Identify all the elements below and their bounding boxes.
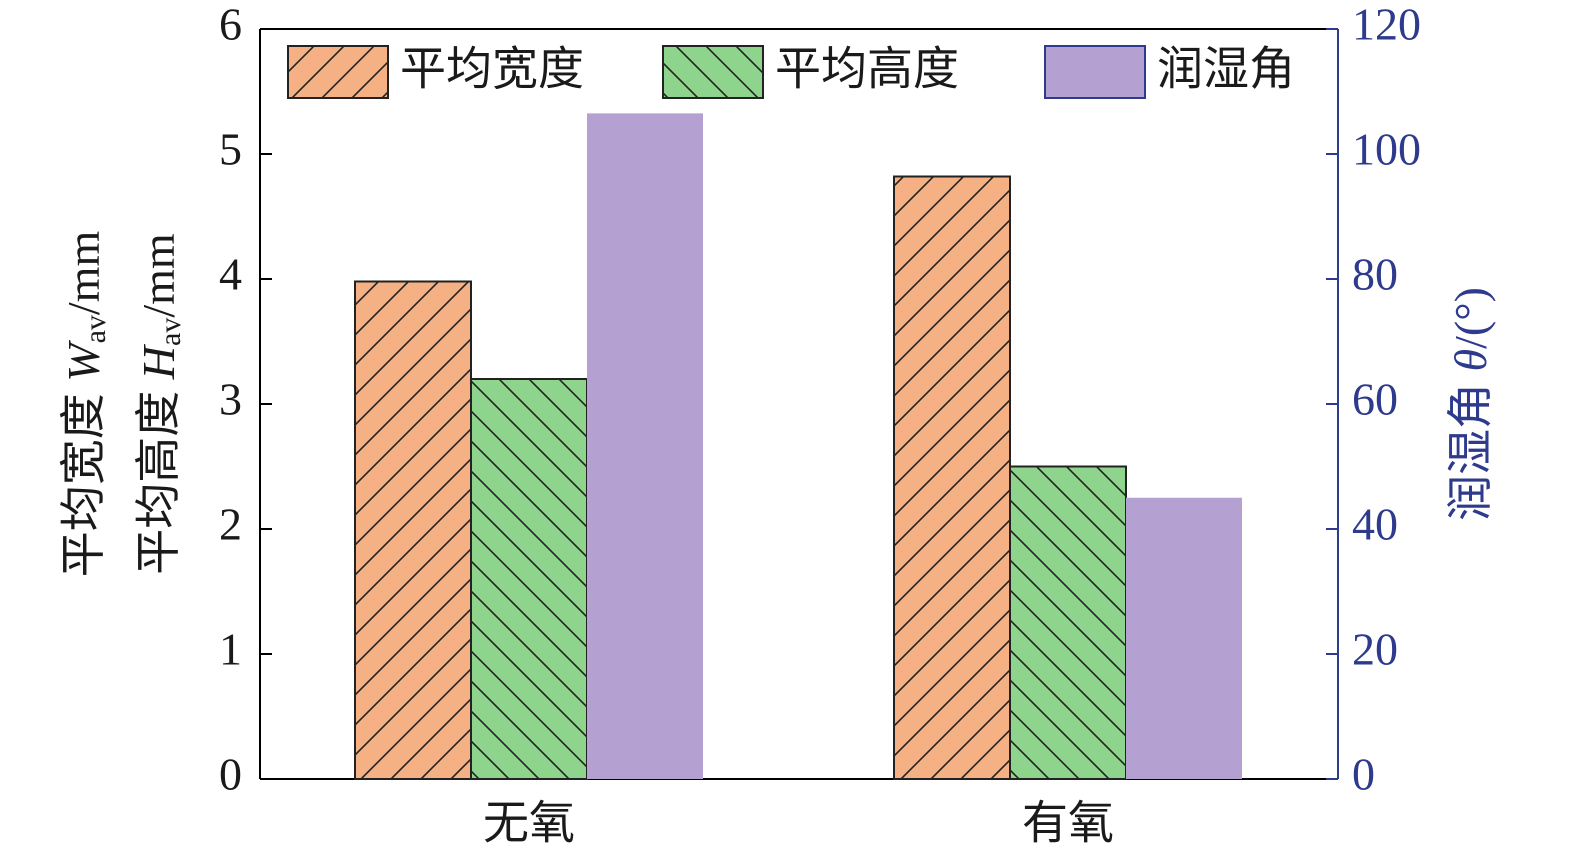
legend-label: 润湿角	[1157, 44, 1295, 95]
bar	[587, 113, 703, 779]
bar	[1126, 497, 1242, 779]
y-axis-label: 平均高度 Hav/mm	[133, 233, 187, 575]
y2-tick-label: 100	[1352, 124, 1421, 175]
legend-label: 平均高度	[775, 44, 959, 95]
y2-tick-label: 60	[1352, 374, 1398, 425]
y2-tick-label: 0	[1352, 749, 1375, 800]
y-tick-label: 5	[219, 124, 242, 175]
label-unit: /mm	[133, 233, 184, 318]
label-text: 润湿角	[1445, 371, 1496, 521]
label-symbol: θ	[1445, 349, 1496, 372]
bar-hatch	[893, 175, 1011, 780]
label-unit: /(°)	[1445, 287, 1496, 349]
x-tick-label: 无氧	[483, 798, 575, 849]
bar-hatch	[1009, 465, 1127, 780]
label-subscript: av	[154, 318, 187, 346]
y-axis-label: 平均宽度 Wav/mm	[58, 231, 112, 578]
bar-group	[893, 175, 1011, 780]
bar-group	[1126, 497, 1242, 779]
label-text: 平均宽度	[58, 382, 109, 578]
y-tick-label: 4	[219, 249, 242, 300]
legend-swatch-hatch	[287, 45, 389, 99]
y2-axis-label: 润湿角 θ/(°)	[1445, 287, 1496, 521]
y2-tick-label: 20	[1352, 624, 1398, 675]
bar-group	[354, 280, 472, 780]
bar-group	[1009, 465, 1127, 780]
bar-group	[587, 113, 703, 779]
legend-swatch-hatch	[662, 45, 764, 99]
label-symbol: H	[133, 343, 184, 380]
bar-group	[470, 378, 588, 780]
y-tick-label: 6	[219, 0, 242, 50]
label-text: 平均高度	[133, 379, 184, 575]
legend-label: 平均宽度	[400, 44, 584, 95]
bar-hatch	[470, 378, 588, 780]
y-tick-label: 1	[219, 624, 242, 675]
y-tick-label: 3	[219, 374, 242, 425]
y-tick-label: 0	[219, 749, 242, 800]
label-subscript: av	[79, 315, 112, 343]
label-symbol: W	[58, 340, 109, 382]
x-tick-label: 有氧	[1022, 798, 1114, 849]
label-unit: /mm	[58, 231, 109, 316]
y-tick-label: 2	[219, 499, 242, 550]
legend-swatch	[1044, 45, 1146, 99]
y2-tick-label: 120	[1352, 0, 1421, 50]
y2-tick-label: 40	[1352, 499, 1398, 550]
bar-hatch	[354, 280, 472, 780]
y2-tick-label: 80	[1352, 249, 1398, 300]
